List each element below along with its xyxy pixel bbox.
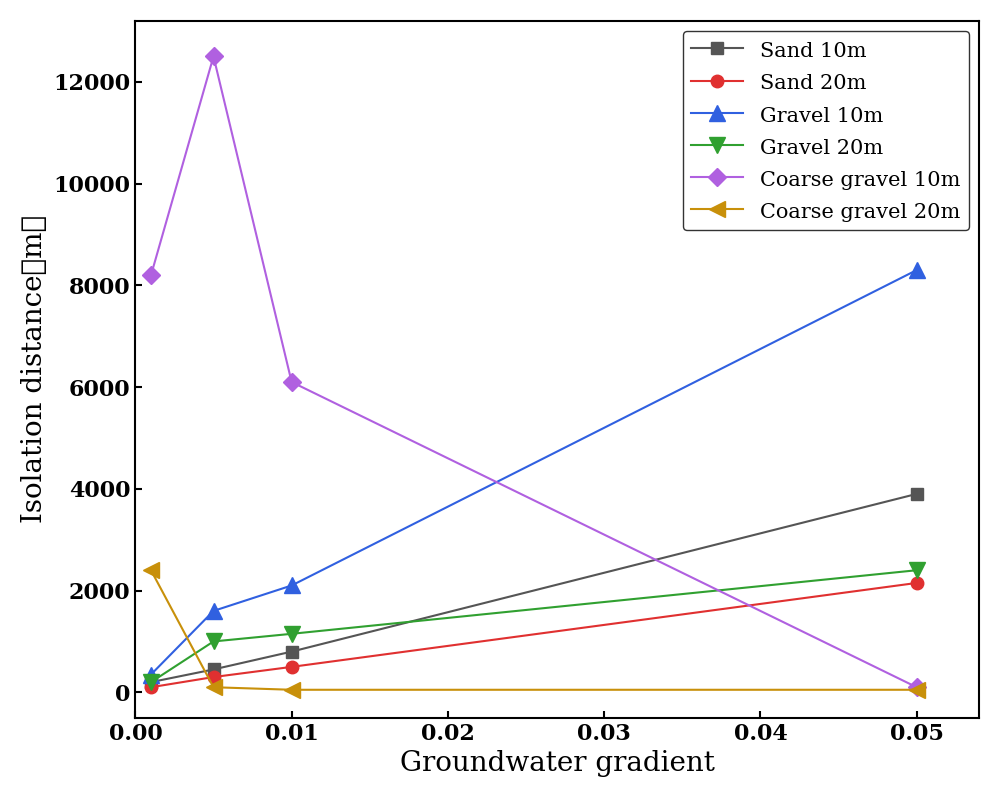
Gravel 20m: [911, 566, 923, 575]
Sand 10m: [286, 647, 298, 657]
Sand 10m: [208, 665, 220, 674]
Line: Coarse gravel 20m: Coarse gravel 20m: [143, 563, 924, 697]
Gravel 10m: [911, 265, 923, 275]
Coarse gravel 20m: [145, 566, 157, 575]
Line: Sand 20m: Sand 20m: [145, 577, 923, 693]
Sand 20m: [286, 662, 298, 672]
Sand 10m: [911, 489, 923, 499]
Coarse gravel 20m: [208, 682, 220, 692]
Gravel 20m: [286, 629, 298, 638]
Sand 20m: [911, 579, 923, 588]
Line: Gravel 20m: Gravel 20m: [143, 563, 924, 689]
Line: Gravel 10m: Gravel 10m: [143, 263, 924, 682]
Coarse gravel 20m: [286, 685, 298, 694]
Coarse gravel 10m: [208, 52, 220, 61]
Legend: Sand 10m, Sand 20m, Gravel 10m, Gravel 20m, Coarse gravel 10m, Coarse gravel 20m: Sand 10m, Sand 20m, Gravel 10m, Gravel 2…: [683, 31, 969, 231]
Gravel 10m: [208, 606, 220, 616]
Sand 20m: [145, 682, 157, 692]
Coarse gravel 20m: [911, 685, 923, 694]
Gravel 10m: [286, 581, 298, 591]
Sand 10m: [145, 678, 157, 687]
Gravel 20m: [145, 678, 157, 687]
Gravel 10m: [145, 670, 157, 679]
Coarse gravel 10m: [911, 682, 923, 692]
Line: Sand 10m: Sand 10m: [145, 488, 923, 689]
Gravel 20m: [208, 637, 220, 646]
Coarse gravel 10m: [145, 271, 157, 280]
Y-axis label: Isolation distance（m）: Isolation distance（m）: [21, 215, 48, 523]
Sand 20m: [208, 672, 220, 681]
X-axis label: Groundwater gradient: Groundwater gradient: [400, 750, 715, 777]
Coarse gravel 10m: [286, 377, 298, 387]
Line: Coarse gravel 10m: Coarse gravel 10m: [145, 50, 923, 693]
